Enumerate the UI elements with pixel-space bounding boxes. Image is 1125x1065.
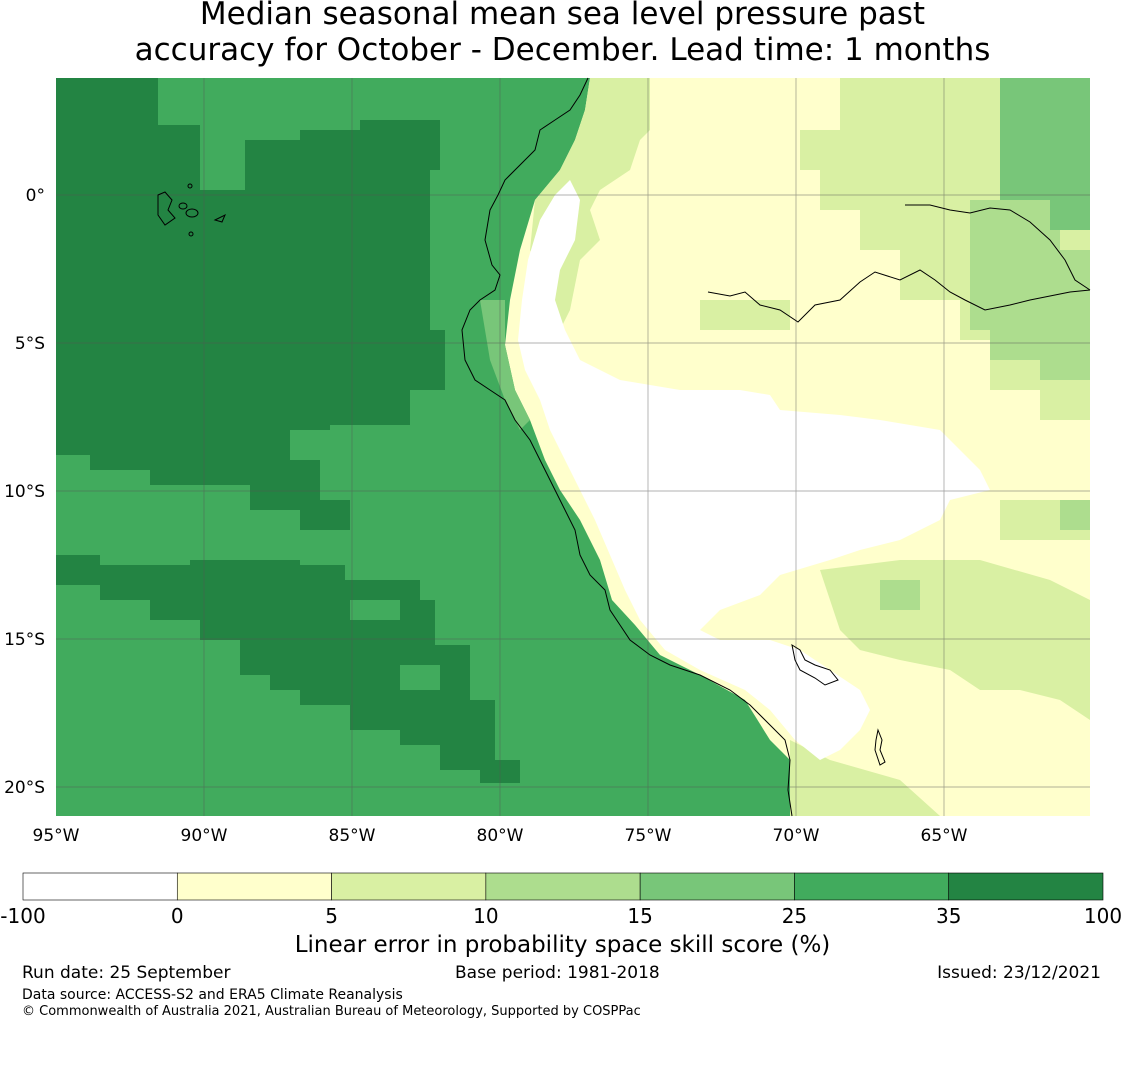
- colorbar-segment: [794, 872, 950, 901]
- colorbar-tick-label: -100: [0, 904, 45, 928]
- lat-label-10s: 10°S: [4, 482, 45, 502]
- dark-green-region-north: [56, 78, 445, 530]
- lat-label-0: 0°: [26, 186, 45, 206]
- colorbar-tick-label: 0: [171, 904, 184, 928]
- medium-green-patch-ne: [1050, 78, 1090, 128]
- longitude-labels: 95°W 90°W 85°W 80°W 75°W 70°W 65°W: [33, 826, 968, 846]
- mid-green-patch: [400, 665, 440, 690]
- lon-label-75w: 75°W: [625, 826, 672, 846]
- river-north: [905, 204, 1091, 291]
- title-line-2: accuracy for October - December. Lead ti…: [134, 32, 991, 68]
- graticule: [56, 78, 1090, 816]
- colorbar-tick-label: 15: [627, 904, 652, 928]
- colorbar-segment: [485, 872, 641, 901]
- issued-date: Issued: 23/12/2021: [937, 963, 1101, 983]
- lat-label-15s: 15°S: [4, 630, 45, 650]
- colorbar-title: Linear error in probability space skill …: [294, 932, 831, 958]
- copyright: © Commonwealth of Australia 2021, Austra…: [22, 1004, 641, 1019]
- lake-poopo: [874, 728, 886, 766]
- medium-light-green-patch: [880, 580, 920, 610]
- mid-green-patch-2: [350, 600, 400, 620]
- negative-skill-region: [518, 180, 990, 760]
- lon-label-90w: 90°W: [181, 826, 228, 846]
- lon-label-65w: 65°W: [921, 826, 968, 846]
- colorbar: -100 0 5 10 15 25 35 100: [0, 872, 1122, 928]
- title-line-1: Median seasonal mean sea level pressure …: [199, 0, 926, 32]
- light-green-patch-amazon: [700, 300, 790, 330]
- colorbar-segment: [639, 872, 795, 901]
- run-date: Run date: 25 September: [22, 963, 231, 983]
- colorbar-tick-label: 100: [1084, 904, 1122, 928]
- colorbar-segment: [948, 872, 1104, 901]
- map-title: Median seasonal mean sea level pressure …: [0, 0, 1125, 68]
- colorbar-segment: [176, 872, 332, 901]
- light-green-region-sw: [790, 740, 940, 816]
- colorbar-tick-label: 5: [325, 904, 338, 928]
- dark-green-region-south: [56, 555, 520, 783]
- lat-label-5s: 5°S: [15, 334, 45, 354]
- colorbar-segment: [331, 872, 487, 901]
- colorbar-tick-label: 35: [936, 904, 961, 928]
- galapagos-islands: [157, 183, 226, 237]
- lake-titicaca: [791, 643, 839, 686]
- latitude-labels: 0° 5°S 10°S 15°S 20°S: [4, 186, 45, 798]
- lon-label-85w: 85°W: [329, 826, 376, 846]
- lon-label-70w: 70°W: [773, 826, 820, 846]
- lon-label-80w: 80°W: [477, 826, 524, 846]
- colorbar-tick-label: 10: [473, 904, 498, 928]
- coastline: [461, 77, 793, 817]
- data-source: Data source: ACCESS-S2 and ERA5 Climate …: [22, 987, 403, 1003]
- base-period: Base period: 1981-2018: [455, 963, 660, 983]
- medium-light-green-patch-2: [1060, 500, 1090, 530]
- medium-light-green-region: [970, 200, 1090, 380]
- colorbar-tick-label: 25: [782, 904, 807, 928]
- coastal-band: [480, 300, 530, 430]
- lat-label-20s: 20°S: [4, 778, 45, 798]
- lon-label-95w: 95°W: [33, 826, 80, 846]
- map-area: [56, 77, 1091, 817]
- amazon-river: [707, 269, 1091, 323]
- colorbar-segment: [22, 872, 178, 901]
